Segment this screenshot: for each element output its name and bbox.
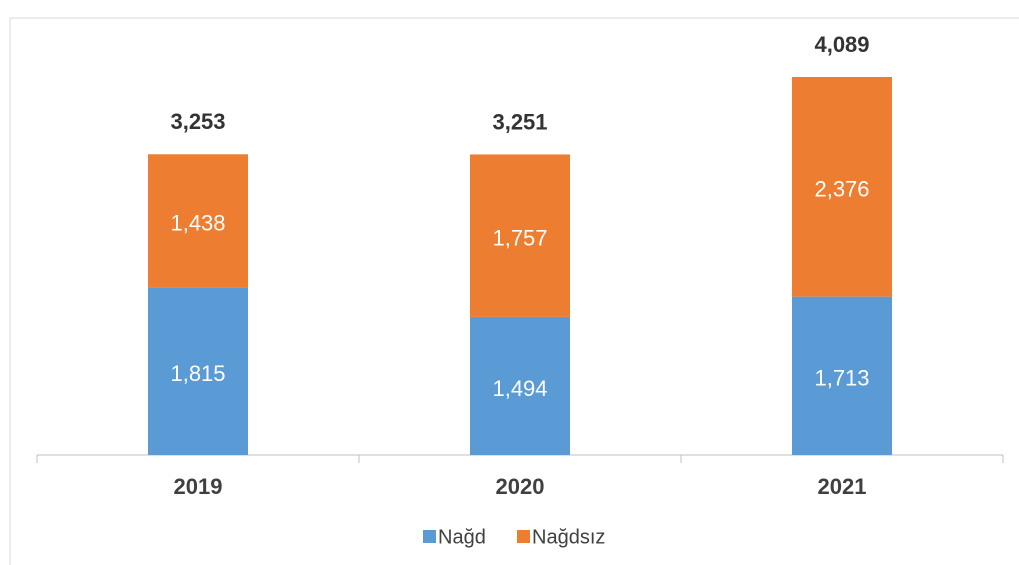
value-label: 1,815 — [170, 361, 225, 386]
bar-segment — [792, 76, 892, 297]
legend-swatch — [423, 530, 436, 543]
bar-segment — [148, 154, 248, 288]
x-tick-label: 2021 — [818, 474, 867, 499]
x-tick-label: 2020 — [496, 474, 545, 499]
value-label: 1,713 — [814, 366, 869, 391]
bar-segment — [470, 316, 570, 455]
total-label: 3,251 — [492, 109, 547, 134]
legend-swatch — [517, 530, 530, 543]
value-label: 1,438 — [170, 211, 225, 236]
value-label: 1,757 — [492, 225, 547, 250]
value-label: 1,494 — [492, 376, 547, 401]
bar-segment — [470, 154, 570, 317]
legend-label: Nağd — [438, 526, 486, 548]
legend-label: Nağdsız — [532, 526, 605, 548]
total-label: 4,089 — [814, 32, 869, 57]
bar-segment — [148, 287, 248, 455]
bar-segment — [792, 296, 892, 455]
total-label: 3,253 — [170, 109, 225, 134]
value-label: 2,376 — [814, 177, 869, 202]
x-tick-label: 2019 — [174, 474, 223, 499]
